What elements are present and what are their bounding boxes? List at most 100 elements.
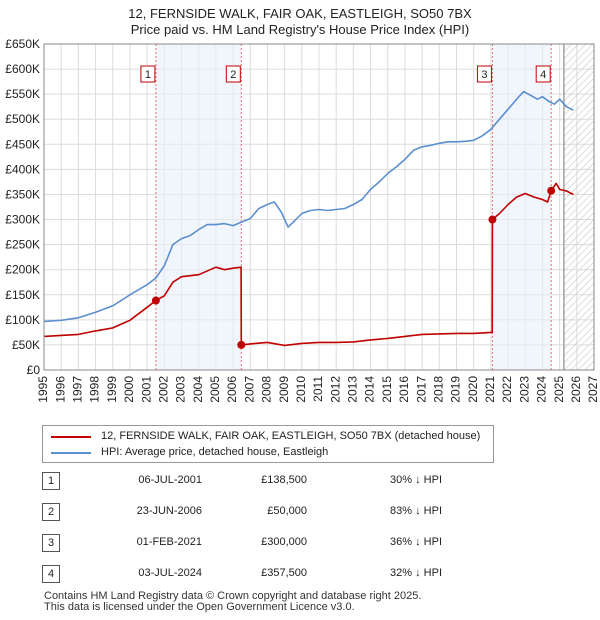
legend-swatch-property bbox=[51, 436, 91, 438]
sale-label-box-1 bbox=[140, 65, 156, 83]
footer-line-2: This data is licensed under the Open Gov… bbox=[44, 601, 355, 613]
x-tick-label: 2021 bbox=[483, 376, 497, 403]
sale-hpi-diff: 30% ↓ HPI bbox=[390, 474, 442, 486]
x-tick-label: 2026 bbox=[569, 376, 583, 403]
y-tick-label: £0 bbox=[27, 363, 41, 377]
x-tick-label: 2025 bbox=[552, 376, 566, 403]
footer: Contains HM Land Registry data © Crown c… bbox=[44, 591, 421, 613]
sale-label-box-2 bbox=[225, 65, 241, 83]
x-tick-label: 2010 bbox=[294, 376, 308, 403]
footer-line-1: Contains HM Land Registry data © Crown c… bbox=[44, 590, 422, 602]
sale-price: £357,500 bbox=[261, 567, 307, 579]
sale-price: £138,500 bbox=[261, 474, 307, 486]
plot-frame bbox=[43, 43, 595, 371]
sale-date: 23-JUN-2006 bbox=[136, 505, 202, 517]
sale-date: 03-JUL-2024 bbox=[138, 567, 202, 579]
sale-price: £50,000 bbox=[267, 505, 307, 517]
sale-point-1 bbox=[151, 296, 160, 305]
y-tick-label: £400K bbox=[5, 162, 40, 176]
y-tick-label: £500K bbox=[5, 112, 40, 126]
x-tick-label: 2005 bbox=[208, 376, 222, 403]
legend-label-property: 12, FERNSIDE WALK, FAIR OAK, EASTLEIGH, … bbox=[101, 430, 481, 442]
y-tick-label: £650K bbox=[5, 37, 40, 51]
x-tick-label: 2009 bbox=[277, 376, 291, 403]
y-tick-label: £550K bbox=[5, 87, 40, 101]
sale-label-1: 1 bbox=[145, 69, 151, 81]
x-tick-label: 2027 bbox=[586, 376, 600, 403]
sale-date: 01-FEB-2021 bbox=[136, 536, 202, 548]
y-tick-label: £150K bbox=[5, 288, 40, 302]
x-tick-label: 2014 bbox=[363, 376, 377, 403]
sale-label-4: 4 bbox=[540, 69, 546, 81]
shade-3-4 bbox=[492, 44, 552, 370]
sale-point-3 bbox=[488, 215, 497, 224]
sale-hpi-diff: 83% ↓ HPI bbox=[390, 505, 442, 517]
table-row: 2 23-JUN-2006 £50,000 83% ↓ HPI bbox=[42, 501, 582, 521]
x-tick-label: 2013 bbox=[346, 376, 360, 403]
series-lines bbox=[43, 90, 574, 347]
sale-labels: 1 2 3 4 bbox=[140, 65, 551, 83]
sale-markers bbox=[155, 44, 552, 370]
sale-price: £300,000 bbox=[261, 536, 307, 548]
x-tick-label: 2019 bbox=[449, 376, 463, 403]
x-tick-label: 2020 bbox=[466, 376, 480, 403]
hpi-line bbox=[43, 90, 574, 323]
sale-label-2: 2 bbox=[230, 69, 236, 81]
x-tick-label: 2016 bbox=[397, 376, 411, 403]
x-tick-label: 2012 bbox=[328, 376, 342, 403]
forecast-region bbox=[563, 44, 594, 370]
chart-title: 12, FERNSIDE WALK, FAIR OAK, EASTLEIGH, … bbox=[0, 6, 600, 38]
x-tick-label: 2002 bbox=[156, 376, 170, 403]
x-tick-label: 1996 bbox=[53, 376, 67, 403]
sale-label-3: 3 bbox=[481, 69, 487, 81]
x-tick-label: 2017 bbox=[414, 376, 428, 403]
y-tick-label: £600K bbox=[5, 62, 40, 76]
legend: 12, FERNSIDE WALK, FAIR OAK, EASTLEIGH, … bbox=[42, 425, 494, 463]
sale-point-2 bbox=[237, 340, 246, 349]
forecast-hatch bbox=[563, 44, 594, 370]
sale-number: 2 bbox=[42, 503, 60, 521]
shade-1-2 bbox=[155, 44, 242, 370]
x-tick-label: 2015 bbox=[380, 376, 394, 403]
x-tick-label: 2006 bbox=[225, 376, 239, 403]
sale-label-box-4 bbox=[535, 65, 551, 83]
x-tick-label: 1999 bbox=[105, 376, 119, 403]
x-tick-label: 1998 bbox=[88, 376, 102, 403]
title-line-1: 12, FERNSIDE WALK, FAIR OAK, EASTLEIGH, … bbox=[128, 6, 472, 21]
price-chart: 1 2 3 4 £0 £50K £100K £150K £200K £250K £300K £350… bbox=[5, 37, 600, 403]
table-row: 1 06-JUL-2001 £138,500 30% ↓ HPI bbox=[42, 470, 582, 490]
y-tick-label: £300K bbox=[5, 213, 40, 227]
sale-point-4 bbox=[547, 186, 556, 195]
x-tick-label: 2011 bbox=[311, 376, 325, 402]
legend-label-hpi: HPI: Average price, detached house, East… bbox=[101, 446, 329, 458]
y-tick-label: £350K bbox=[5, 187, 40, 201]
y-tick-label: £200K bbox=[5, 263, 40, 277]
sale-number: 3 bbox=[42, 534, 60, 552]
x-tick-label: 2024 bbox=[535, 376, 549, 403]
sale-number: 1 bbox=[42, 472, 60, 490]
x-tick-label: 2001 bbox=[139, 376, 153, 403]
sale-date: 06-JUL-2001 bbox=[138, 474, 202, 486]
sale-points bbox=[151, 186, 556, 349]
x-tick-label: 2007 bbox=[242, 376, 256, 403]
y-tick-label: £450K bbox=[5, 137, 40, 151]
sale-hpi-diff: 32% ↓ HPI bbox=[390, 567, 442, 579]
x-tick-label: 2004 bbox=[191, 376, 205, 403]
x-tick-label: 2018 bbox=[431, 376, 445, 403]
x-tick-label: 2008 bbox=[260, 376, 274, 403]
property-price-line bbox=[43, 182, 574, 347]
sale-number: 4 bbox=[42, 565, 60, 583]
sale-label-box-3 bbox=[476, 65, 492, 83]
sale-hpi-diff: 36% ↓ HPI bbox=[390, 536, 442, 548]
x-tick-label: 1995 bbox=[36, 376, 50, 403]
x-tick-label: 2000 bbox=[122, 376, 136, 403]
y-tick-label: £100K bbox=[5, 313, 40, 327]
legend-swatch-hpi bbox=[51, 452, 91, 454]
x-tick-label: 1997 bbox=[71, 376, 85, 403]
x-tick-label: 2022 bbox=[500, 376, 514, 403]
table-row: 3 01-FEB-2021 £300,000 36% ↓ HPI bbox=[42, 532, 582, 552]
x-tick-label: 2023 bbox=[517, 376, 531, 403]
axes: £0 £50K £100K £150K £200K £250K £300K £350K £400… bbox=[5, 37, 600, 403]
y-tick-label: £50K bbox=[12, 338, 40, 352]
table-row: 4 03-JUL-2024 £357,500 32% ↓ HPI bbox=[42, 563, 582, 583]
